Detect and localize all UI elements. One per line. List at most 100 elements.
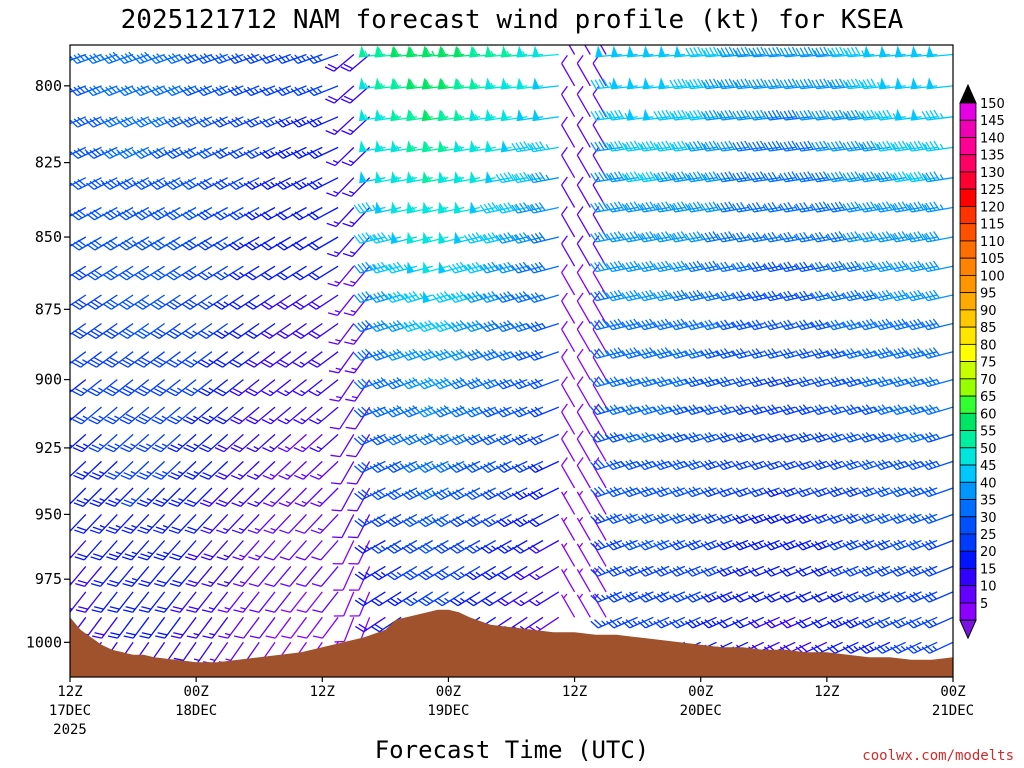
wind-barb-42-19 bbox=[700, 591, 733, 603]
wind-barb-27-17 bbox=[464, 539, 497, 554]
wind-barb-27-5 bbox=[469, 201, 496, 214]
wind-barb-52-20 bbox=[858, 616, 891, 629]
wind-barb-11-14 bbox=[215, 460, 244, 480]
colorbar-label-10: 100 bbox=[980, 269, 1005, 284]
wind-barb-18-18 bbox=[333, 566, 355, 591]
y-axis: 800 825 850 875 900 925 950 975 1000 bbox=[26, 77, 70, 651]
wind-barb-2-17 bbox=[74, 540, 102, 561]
x-tick-label-7-1: 21DEC bbox=[932, 703, 974, 719]
wind-barb-18-19 bbox=[333, 591, 355, 617]
wind-barb-2-9 bbox=[71, 322, 102, 339]
wind-barb-20-18 bbox=[354, 565, 386, 581]
wind-barb-5-16 bbox=[121, 513, 150, 534]
wind-barb-10-15 bbox=[199, 487, 229, 507]
wind-barb-15-5 bbox=[275, 206, 307, 221]
wind-barb-6-10 bbox=[134, 351, 165, 368]
wind-barb-48-3 bbox=[795, 140, 827, 152]
wind-barb-8-7 bbox=[165, 265, 197, 281]
wind-barb-7-5 bbox=[149, 206, 181, 221]
wind-barb-24-8 bbox=[422, 290, 449, 304]
wind-barb-45-20 bbox=[748, 616, 780, 629]
wind-barb-19-11 bbox=[345, 379, 371, 402]
wind-barb-0-7 bbox=[70, 265, 71, 281]
wind-barb-31-16 bbox=[527, 513, 560, 528]
wind-barb-32-3 bbox=[561, 116, 576, 148]
wind-barb-17-5 bbox=[307, 206, 339, 221]
colorbar-swatch-16 bbox=[959, 378, 977, 397]
wind-barb-56-10 bbox=[921, 347, 953, 359]
wind-barb-28-2 bbox=[484, 109, 512, 122]
wind-barb-2-16 bbox=[74, 513, 102, 534]
wind-barb-7-4 bbox=[149, 177, 181, 190]
wind-barb-27-3 bbox=[469, 140, 496, 153]
wind-barb-9-16 bbox=[184, 513, 213, 534]
wind-barb-32-6 bbox=[561, 206, 576, 238]
colorbar-swatch-4 bbox=[959, 171, 977, 190]
colorbar-label-18: 60 bbox=[980, 407, 997, 422]
wind-barb-52-4 bbox=[858, 171, 890, 183]
wind-barb-5-4 bbox=[117, 177, 150, 190]
wind-barb-16-12 bbox=[293, 406, 323, 425]
wind-barb-52-19 bbox=[858, 591, 891, 603]
wind-barb-41-20 bbox=[684, 616, 717, 629]
wind-barb-17-3 bbox=[306, 146, 339, 159]
wind-barb-30-4 bbox=[511, 171, 544, 184]
wind-barb-17-10 bbox=[308, 351, 339, 368]
wind-barb-51-6 bbox=[842, 231, 875, 243]
wind-barb-13-17 bbox=[248, 540, 276, 561]
wind-barb-33-20 bbox=[576, 593, 591, 618]
wind-barb-39-2 bbox=[653, 109, 685, 121]
wind-barb-56-4 bbox=[921, 171, 953, 183]
wind-barb-4-13 bbox=[104, 433, 134, 453]
colorbar-swatch-22 bbox=[959, 481, 977, 500]
wind-barb-21-9 bbox=[369, 320, 402, 333]
wind-barb-37-20 bbox=[621, 616, 654, 629]
colorbar-label-4: 130 bbox=[980, 166, 1005, 181]
wind-barb-11-6 bbox=[212, 236, 244, 251]
wind-barb-42-1 bbox=[700, 78, 733, 90]
wind-barb-53-7 bbox=[873, 260, 906, 273]
wind-barb-30-18 bbox=[512, 565, 544, 581]
wind-barb-4-3 bbox=[101, 146, 134, 159]
wind-barb-29-4 bbox=[495, 171, 528, 184]
wind-barb-43-20 bbox=[716, 616, 749, 629]
wind-barb-47-4 bbox=[779, 171, 812, 183]
wind-barb-2-15 bbox=[73, 487, 102, 507]
wind-barb-42-14 bbox=[700, 459, 733, 471]
wind-barb-4-1 bbox=[101, 85, 134, 97]
colorbar-label-22: 40 bbox=[980, 476, 997, 491]
colorbar-swatch-21 bbox=[959, 464, 977, 483]
wind-barb-33-0 bbox=[576, 45, 591, 55]
colorbar-swatch-17 bbox=[959, 395, 977, 414]
wind-barb-12-19 bbox=[233, 591, 260, 613]
wind-barb-1-2 bbox=[70, 116, 87, 128]
wind-barb-13-10 bbox=[245, 351, 276, 368]
wind-barb-47-18 bbox=[779, 565, 812, 577]
wind-barb-31-19 bbox=[528, 591, 560, 607]
wind-barb-9-11 bbox=[182, 379, 213, 397]
wind-barb-15-17 bbox=[279, 540, 307, 561]
wind-barb-43-2 bbox=[716, 109, 749, 121]
wind-barb-30-19 bbox=[512, 591, 544, 607]
colorbar-swatch-27 bbox=[959, 568, 977, 587]
wind-barb-14-3 bbox=[259, 146, 292, 159]
wind-barb-25-12 bbox=[432, 405, 465, 418]
wind-barb-48-17 bbox=[795, 539, 828, 551]
wind-barb-34-9 bbox=[592, 292, 607, 324]
wind-barb-15-13 bbox=[277, 433, 307, 453]
wind-barb-8-17 bbox=[169, 540, 197, 561]
wind-barb-13-1 bbox=[243, 85, 276, 97]
wind-barb-17-9 bbox=[308, 322, 339, 339]
colorbar-swatch-1 bbox=[959, 119, 977, 138]
wind-barb-49-21 bbox=[811, 641, 843, 654]
wind-barb-52-2 bbox=[858, 109, 890, 121]
wind-barb-39-4 bbox=[653, 171, 685, 183]
wind-barb-13-15 bbox=[247, 487, 276, 507]
wind-barb-51-21 bbox=[842, 641, 875, 654]
wind-barb-45-3 bbox=[748, 140, 780, 152]
wind-barb-6-18 bbox=[138, 565, 166, 587]
wind-barb-41-0 bbox=[685, 46, 717, 58]
wind-barb-18-11 bbox=[329, 379, 355, 402]
wind-barb-15-18 bbox=[280, 565, 307, 587]
credit-link[interactable]: coolwx.com/modelts bbox=[862, 748, 1014, 764]
